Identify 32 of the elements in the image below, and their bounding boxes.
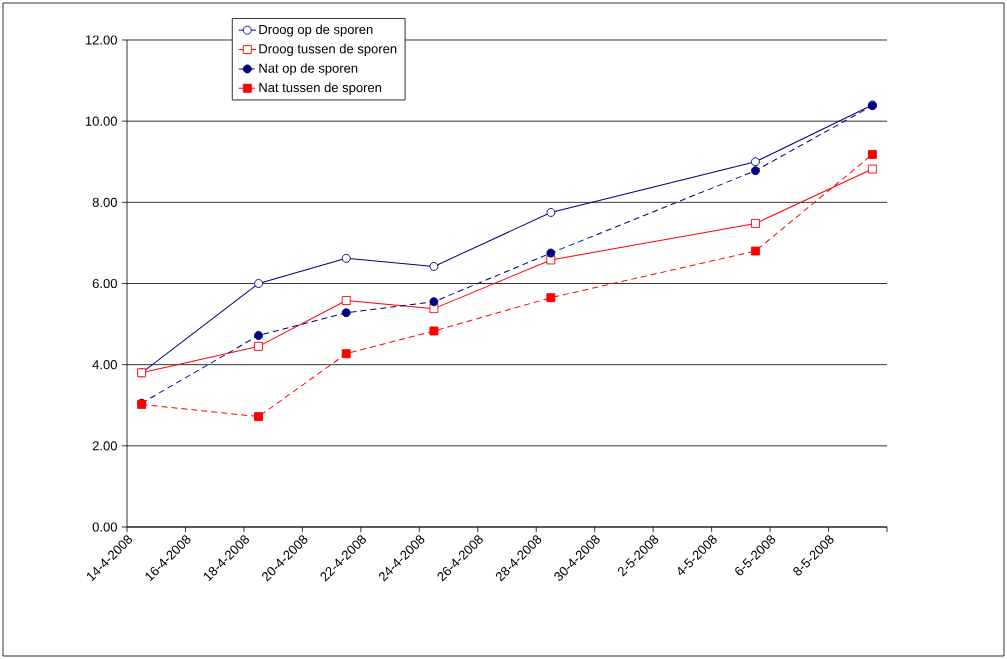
point (429, 297, 439, 307)
point (254, 412, 263, 422)
legend-label: Nat op de sporen (259, 63, 358, 76)
point (546, 293, 556, 303)
legend-label: Nat tussen de sporen (259, 82, 382, 95)
point (429, 326, 439, 336)
legend-label: Droog op de sporen (259, 24, 373, 37)
y-tick-label: 4.00 (92, 360, 117, 370)
point (751, 218, 760, 228)
point (254, 341, 263, 351)
legend-label: Droog tussen de sporen (259, 43, 397, 56)
point (546, 248, 556, 258)
point (867, 149, 877, 159)
point (546, 208, 556, 217)
y-tick-label: 6.00 (92, 278, 117, 289)
point (867, 164, 877, 174)
point (751, 166, 760, 176)
point (429, 304, 439, 314)
y-tick-label: 10.00 (85, 116, 117, 126)
point (341, 253, 351, 263)
y-tick-label: 8.00 (92, 197, 117, 207)
point (254, 330, 263, 340)
y-tick-label: 2.00 (92, 441, 117, 451)
point (341, 349, 351, 359)
y-tick-label: 0.00 (92, 522, 117, 532)
point (254, 279, 263, 288)
point (341, 308, 351, 318)
point (429, 262, 439, 271)
point (751, 246, 760, 256)
y-tick-label: 12.00 (85, 35, 117, 45)
point (751, 157, 760, 167)
point (341, 296, 351, 305)
